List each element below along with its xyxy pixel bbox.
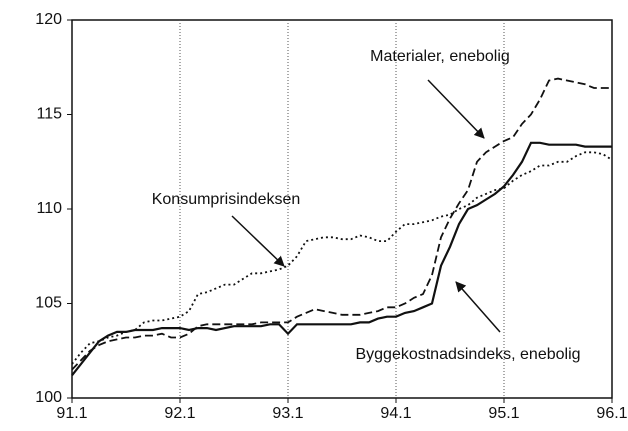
series-label: Materialer, enebolig [370,48,510,65]
arrow [231,215,285,267]
y-tick-label: 110 [36,200,62,217]
series-label: Byggekostnadsindeks, enebolig [355,346,580,363]
x-tick-label: 91.1 [56,405,87,422]
x-tick-label: 96.1 [596,405,627,422]
y-tick-label: 115 [36,106,62,123]
y-tick-label: 105 [35,295,62,312]
y-tick-label: 120 [35,11,62,28]
x-tick-label: 95.1 [488,405,519,422]
plot-frame [71,19,613,399]
arrow [455,281,501,333]
x-tick-label: 93.1 [272,405,303,422]
series-label: Konsumprisindeksen [152,191,301,208]
lines [71,77,613,376]
x-tick-label: 92.1 [164,405,195,422]
grid [179,20,505,398]
y-tick-label: 100 [35,389,62,406]
arrow [427,79,485,139]
series-line [71,77,612,371]
series-line [71,141,612,376]
series-line [71,151,613,365]
x-tick-label: 94.1 [380,405,411,422]
